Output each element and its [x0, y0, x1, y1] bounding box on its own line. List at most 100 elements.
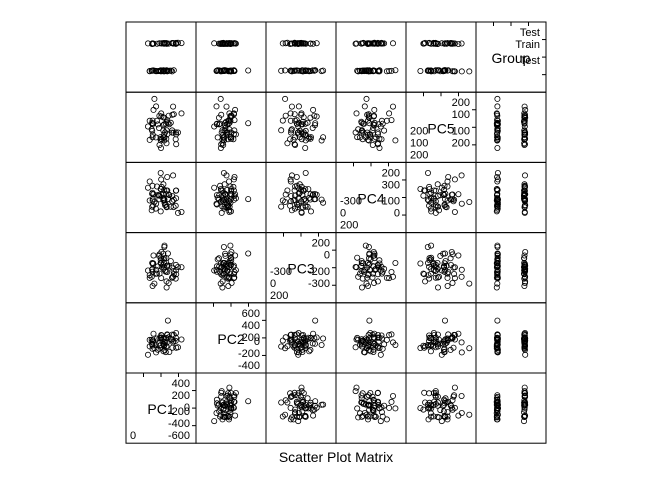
data-point: [217, 260, 224, 267]
data-point: [455, 412, 462, 419]
data-point: [300, 334, 307, 341]
data-point: [170, 40, 177, 47]
data-point: [302, 169, 309, 176]
data-point: [521, 392, 528, 399]
data-point: [365, 270, 372, 277]
tick-label: 200: [312, 238, 330, 250]
data-point: [361, 349, 368, 356]
data-point: [223, 195, 230, 202]
data-point: [381, 341, 388, 348]
data-point: [442, 203, 449, 210]
data-point: [358, 119, 365, 126]
data-point: [282, 411, 289, 418]
data-point: [214, 194, 221, 201]
data-point: [178, 110, 185, 117]
data-point: [150, 252, 157, 259]
data-point: [225, 120, 232, 127]
data-point: [295, 409, 302, 416]
data-point: [173, 131, 180, 138]
data-point: [293, 173, 300, 180]
data-point: [441, 396, 448, 403]
data-point: [353, 110, 360, 117]
tick-label: -200: [238, 348, 260, 360]
tick-label: -200: [168, 406, 190, 418]
data-point: [388, 331, 395, 338]
data-point: [371, 122, 378, 129]
data-point: [149, 40, 156, 47]
data-point: [389, 103, 396, 110]
data-point: [304, 203, 311, 210]
data-point: [370, 396, 377, 403]
data-point: [451, 40, 458, 47]
data-point: [307, 208, 314, 215]
data-point: [157, 254, 164, 261]
data-point: [293, 67, 300, 74]
data-point: [290, 343, 297, 350]
data-point: [428, 208, 435, 215]
data-point: [421, 389, 428, 396]
data-point: [358, 267, 365, 274]
data-point: [389, 40, 396, 47]
data-point: [309, 125, 316, 132]
data-point: [364, 272, 371, 279]
data-point: [381, 127, 388, 134]
data-point: [224, 202, 231, 209]
data-point: [430, 40, 437, 47]
data-point: [386, 68, 393, 75]
data-point: [442, 190, 449, 197]
data-point: [522, 346, 529, 353]
data-point: [493, 413, 500, 420]
data-point: [430, 267, 437, 274]
data-point: [451, 270, 458, 277]
tick-label: 200: [410, 125, 428, 137]
data-point: [287, 178, 294, 185]
data-point: [149, 117, 156, 124]
data-point: [392, 137, 399, 144]
data-point: [374, 261, 381, 268]
data-point: [359, 275, 366, 282]
data-point: [310, 40, 317, 47]
data-point: [458, 172, 465, 179]
data-point: [434, 259, 441, 266]
data-point: [278, 203, 285, 210]
data-point: [426, 275, 433, 282]
data-point: [425, 67, 432, 74]
data-point: [153, 349, 160, 356]
data-point: [493, 395, 500, 402]
data-point: [288, 103, 295, 110]
data-point: [227, 114, 234, 121]
data-point: [279, 117, 286, 124]
data-point: [374, 129, 381, 136]
data-point: [149, 259, 156, 266]
data-point: [288, 127, 295, 134]
data-point: [282, 191, 289, 198]
data-point: [153, 200, 160, 207]
data-point: [163, 127, 170, 134]
data-point: [157, 144, 164, 151]
data-point: [298, 40, 305, 47]
data-point: [174, 129, 181, 136]
data-point: [307, 134, 314, 141]
data-point: [442, 413, 449, 420]
tick-label: 200: [410, 149, 428, 161]
data-point: [307, 405, 314, 412]
data-point: [173, 267, 180, 274]
tick-label: 200: [452, 137, 470, 149]
data-point: [383, 117, 390, 124]
data-point: [363, 95, 370, 102]
data-point: [290, 67, 297, 74]
data-point: [291, 196, 298, 203]
data-point: [245, 67, 252, 74]
data-point: [211, 418, 218, 425]
data-point: [288, 172, 295, 179]
tick-label: Train: [515, 39, 540, 51]
data-point: [447, 261, 454, 268]
data-point: [144, 351, 151, 358]
data-point: [420, 406, 427, 413]
data-point: [447, 401, 454, 408]
data-point: [361, 400, 368, 407]
data-point: [441, 250, 448, 257]
data-point: [378, 404, 385, 411]
data-point: [300, 129, 307, 136]
data-point: [521, 418, 528, 425]
